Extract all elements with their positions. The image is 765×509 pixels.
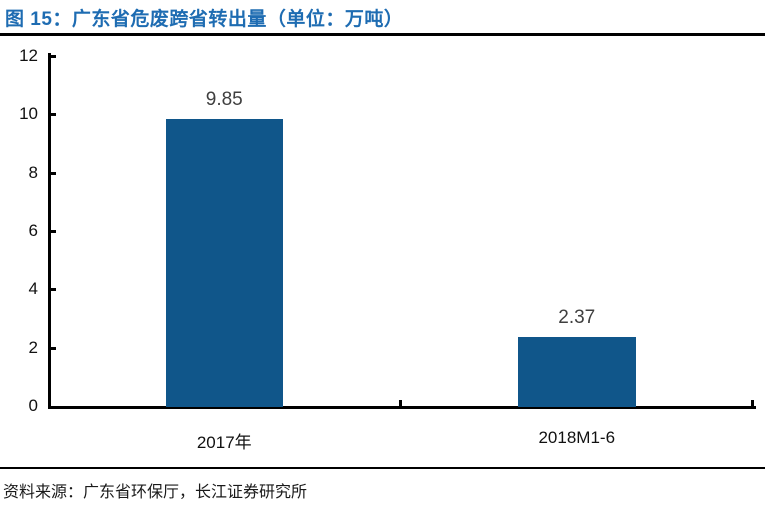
title-underline-rule xyxy=(0,33,765,36)
y-tick-label: 12 xyxy=(19,46,38,65)
bar-value-label: 2.37 xyxy=(558,306,596,328)
source-note: 资料来源：广东省环保厅，长江证券研究所 xyxy=(3,484,308,501)
bar-value-label: 9.85 xyxy=(205,88,243,110)
y-axis-tick xyxy=(50,346,56,350)
y-tick-label: 8 xyxy=(28,162,38,182)
y-axis-tick xyxy=(50,230,56,233)
x-axis-tick xyxy=(398,400,402,406)
bar xyxy=(165,118,283,407)
bar xyxy=(518,336,636,407)
y-axis-tick xyxy=(50,288,56,292)
y-tick-label: 6 xyxy=(28,221,38,240)
x-category-label: 2017年 xyxy=(196,433,252,452)
x-axis-line xyxy=(48,406,756,409)
x-category-label: 2018M1-6 xyxy=(538,428,616,447)
figure-title: 图 15：广东省危废跨省转出量（单位：万吨） xyxy=(5,9,404,30)
y-tick-label: 2 xyxy=(28,337,38,357)
y-axis-tick xyxy=(50,55,56,58)
x-axis-tick xyxy=(751,400,754,406)
y-tick-label: 0 xyxy=(28,396,38,415)
y-tick-label: 4 xyxy=(28,279,38,299)
footer-rule xyxy=(0,467,765,469)
y-tick-label: 10 xyxy=(19,104,38,124)
y-axis-line xyxy=(48,53,51,409)
y-axis-tick xyxy=(50,171,56,175)
y-axis-tick xyxy=(50,113,56,117)
